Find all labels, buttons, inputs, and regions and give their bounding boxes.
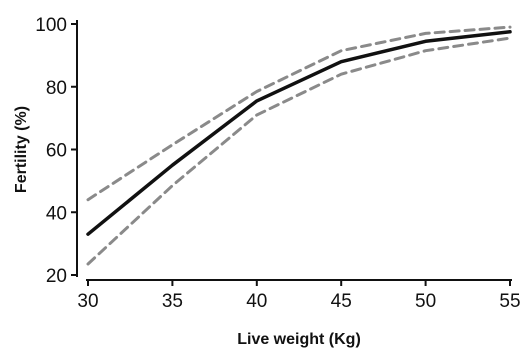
x-tick-label: 45 xyxy=(331,291,352,312)
x-tick-label: 35 xyxy=(162,291,183,312)
y-tick-label: 20 xyxy=(46,266,67,287)
confidence-band-line-1 xyxy=(86,25,512,202)
x-tick-label: 50 xyxy=(415,291,436,312)
y-tick-label: 80 xyxy=(46,78,67,99)
y-tick-label: 60 xyxy=(46,141,67,162)
x-tick-label: 30 xyxy=(77,291,98,312)
axes-layer xyxy=(76,20,512,281)
y-tick-label: 100 xyxy=(35,15,67,36)
x-tick-label: 40 xyxy=(246,291,267,312)
x-axis-title: Live weight (Kg) xyxy=(237,331,361,348)
y-axis-title: Fertility (%) xyxy=(13,106,30,193)
confidence-band-line-2 xyxy=(86,36,512,266)
x-tick-label: 55 xyxy=(499,291,520,312)
y-axis-ticks: 20 40 60 80 100 xyxy=(35,15,77,287)
x-axis-ticks: 30 35 40 45 50 55 xyxy=(77,280,521,312)
y-tick-label: 40 xyxy=(46,203,67,224)
main-series-line xyxy=(86,30,512,236)
series-layer xyxy=(86,25,512,266)
